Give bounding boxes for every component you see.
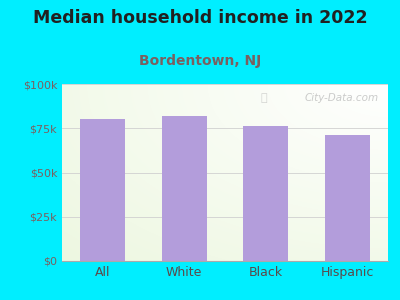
Bar <box>243 127 288 261</box>
Text: Bordentown, NJ: Bordentown, NJ <box>139 54 261 68</box>
Text: ⌕: ⌕ <box>261 93 267 103</box>
Bar <box>162 116 207 261</box>
Text: Median household income in 2022: Median household income in 2022 <box>33 9 367 27</box>
Text: City-Data.com: City-Data.com <box>304 93 378 103</box>
Bar <box>325 135 370 261</box>
Bar <box>80 119 125 261</box>
